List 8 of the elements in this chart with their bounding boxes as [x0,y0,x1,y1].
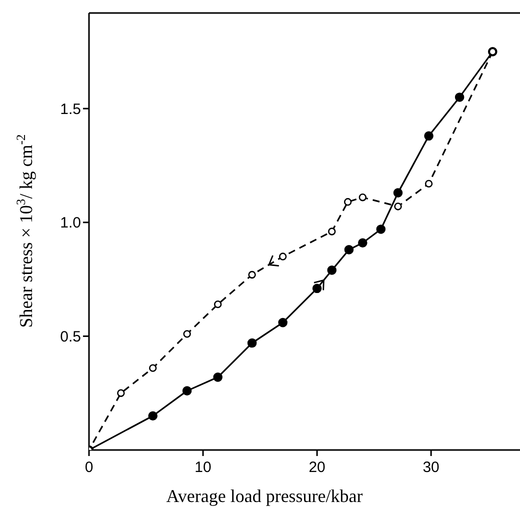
x-tick-label: 10 [194,459,212,476]
y-tick-label: 0.5 [60,328,81,346]
x-tick-label: 0 [84,459,94,476]
x-tick-label: 30 [422,459,440,476]
x-axis-title: Average load pressure/kbar [166,486,363,506]
x-tick-label: 20 [308,459,326,476]
y-tick-label: 1.5 [60,100,81,118]
y-tick-label: 1.0 [60,214,81,232]
